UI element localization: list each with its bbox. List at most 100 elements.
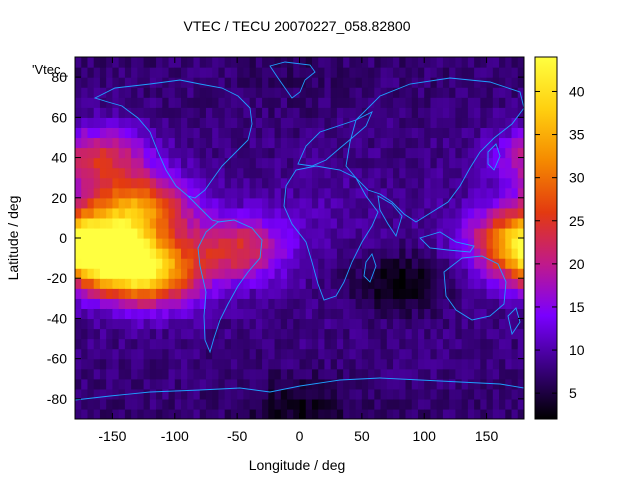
heatmap-cell: [237, 147, 244, 159]
heatmap-cell: [274, 117, 282, 128]
heatmap-cell: [393, 97, 400, 108]
heatmap-cell: [324, 107, 332, 118]
heatmap-cell: [505, 318, 513, 330]
heatmap-cell: [187, 308, 195, 320]
heatmap-cell: [492, 187, 500, 199]
heatmap-cell: [255, 248, 263, 259]
heatmap-cell: [449, 157, 457, 169]
heatmap-cell: [237, 97, 244, 108]
heatmap-cell: [112, 308, 120, 320]
heatmap-cell: [249, 167, 257, 179]
heatmap-cell: [336, 278, 344, 289]
heatmap-cell: [417, 187, 425, 199]
heatmap-cell: [449, 197, 457, 209]
x-tick-label: 50: [354, 428, 370, 444]
heatmap-cell: [393, 127, 400, 139]
heatmap-cell: [262, 107, 269, 118]
heatmap-cell: [212, 137, 220, 149]
heatmap-cell: [118, 388, 126, 400]
heatmap-cell: [430, 308, 438, 320]
heatmap-cell: [156, 368, 163, 380]
heatmap-cell: [330, 248, 338, 259]
heatmap-cell: [230, 177, 238, 189]
heatmap-cell: [174, 358, 182, 370]
heatmap-cell: [324, 388, 332, 400]
heatmap-cell: [461, 258, 469, 269]
heatmap-cell: [230, 207, 238, 219]
heatmap-cell: [461, 408, 469, 419]
heatmap-cell: [461, 67, 469, 78]
heatmap-cell: [218, 217, 226, 229]
heatmap-cell: [87, 147, 95, 159]
heatmap-cell: [205, 67, 213, 78]
heatmap-cell: [268, 278, 276, 289]
heatmap-cell: [499, 217, 506, 229]
heatmap-cell: [293, 378, 301, 390]
heatmap-cell: [318, 238, 326, 249]
heatmap-cell: [249, 308, 257, 320]
heatmap-cell: [474, 328, 481, 340]
heatmap-cell: [124, 288, 132, 299]
heatmap-cell: [305, 378, 313, 390]
heatmap-cell: [467, 288, 475, 299]
heatmap-cell: [399, 368, 407, 380]
heatmap-cell: [380, 137, 388, 149]
heatmap-cell: [499, 258, 506, 269]
heatmap-cell: [162, 268, 170, 279]
heatmap-cell: [505, 117, 513, 128]
heatmap-cell: [405, 348, 413, 360]
heatmap-cell: [355, 328, 363, 340]
heatmap-cell: [193, 308, 201, 320]
heatmap-cell: [168, 408, 176, 419]
heatmap-cell: [436, 248, 444, 259]
heatmap-cell: [243, 338, 251, 350]
heatmap-cell: [174, 388, 182, 400]
heatmap-cell: [424, 57, 432, 68]
heatmap-cell: [349, 288, 357, 299]
heatmap-cell: [492, 288, 500, 299]
heatmap-cell: [243, 87, 251, 98]
heatmap-cell: [311, 248, 319, 259]
heatmap-cell: [442, 378, 450, 390]
heatmap-cell: [417, 308, 425, 320]
heatmap-cell: [218, 197, 226, 209]
heatmap-cell: [218, 278, 226, 289]
heatmap-cell: [499, 177, 506, 189]
heatmap-cell: [386, 268, 394, 279]
heatmap-cell: [324, 77, 332, 88]
heatmap-cell: [162, 258, 170, 269]
heatmap-cell: [224, 328, 232, 340]
heatmap-cell: [199, 197, 207, 209]
heatmap-cell: [324, 258, 332, 269]
heatmap-cell: [486, 318, 494, 330]
heatmap-cell: [143, 408, 151, 419]
heatmap-cell: [380, 97, 388, 108]
heatmap-cell: [224, 97, 232, 108]
heatmap-cell: [99, 167, 107, 179]
heatmap-cell: [386, 258, 394, 269]
heatmap-cell: [511, 328, 519, 340]
heatmap-cell: [318, 97, 326, 108]
heatmap-cell: [318, 57, 326, 68]
heatmap-cell: [336, 177, 344, 189]
heatmap-cell: [368, 278, 375, 289]
heatmap-cell: [93, 67, 101, 78]
heatmap-cell: [480, 57, 488, 68]
heatmap-cell: [424, 298, 432, 309]
heatmap-cell: [461, 338, 469, 350]
heatmap-cell: [75, 207, 82, 219]
heatmap-cell: [106, 107, 114, 118]
heatmap-cell: [112, 177, 120, 189]
heatmap-cell: [137, 107, 145, 118]
heatmap-cell: [162, 328, 170, 340]
heatmap-cell: [430, 318, 438, 330]
heatmap-cell: [137, 67, 145, 78]
heatmap-cell: [262, 258, 269, 269]
heatmap-cell: [486, 127, 494, 139]
heatmap-cell: [336, 258, 344, 269]
heatmap-cell: [386, 338, 394, 350]
heatmap-cell: [517, 368, 524, 380]
heatmap-cell: [93, 268, 101, 279]
heatmap-cell: [349, 358, 357, 370]
heatmap-cell: [330, 127, 338, 139]
